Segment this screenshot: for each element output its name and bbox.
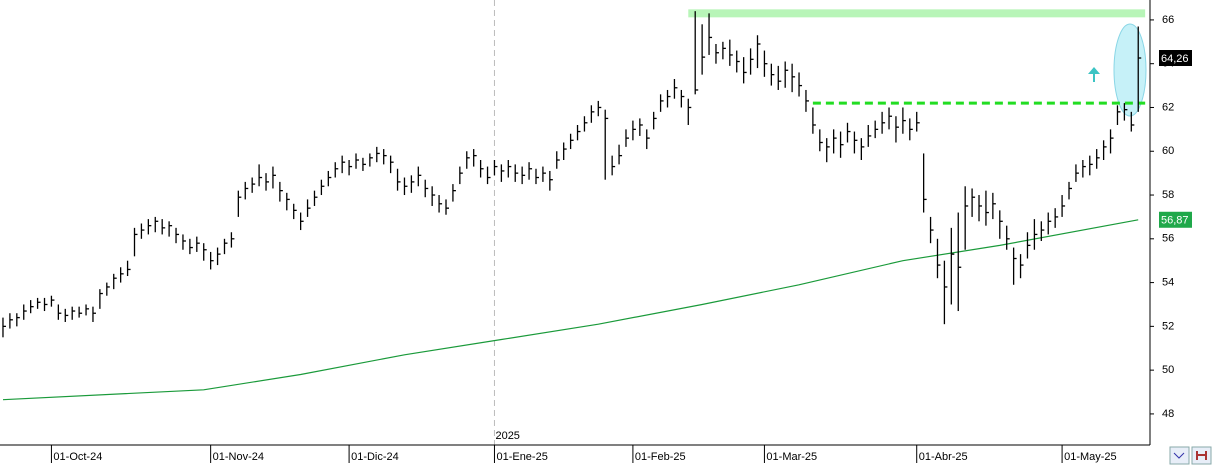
x-tick-label: 01-Ene-25: [496, 451, 547, 463]
x-tick-label: 01-May-25: [1064, 451, 1117, 463]
y-tick-label: 58: [1162, 189, 1174, 201]
data-layer: [2, 11, 1146, 401]
y-tick-label: 66: [1162, 14, 1174, 26]
up-arrow: [1088, 67, 1100, 82]
y-tick-label: 50: [1162, 364, 1174, 376]
x-tick-label: 01-Mar-25: [766, 451, 817, 463]
x-tick-label: 01-Dic-24: [351, 451, 399, 463]
x-tick-label: 01-Oct-24: [53, 451, 102, 463]
x-tick-label: 01-Abr-25: [919, 451, 968, 463]
button-icon: [1173, 452, 1185, 459]
moving-average-line: [2, 219, 1139, 401]
x-tick-label: 01-Feb-25: [635, 451, 686, 463]
y-tick-label: 52: [1162, 320, 1174, 332]
y-tick-label: 56: [1162, 233, 1174, 245]
y-tick-label: 48: [1162, 408, 1174, 420]
y-tick-label: 60: [1162, 145, 1174, 157]
price-tag: [1159, 211, 1192, 228]
price-tag: [1159, 50, 1192, 67]
y-tick-label: 62: [1162, 101, 1174, 113]
price-tag-label: 64,26: [1161, 53, 1189, 65]
year-label: 2025: [495, 430, 519, 442]
resistance-band: [688, 9, 1146, 18]
button-icon: [1196, 451, 1207, 460]
y-tick-label: 54: [1162, 276, 1174, 288]
scroll-button[interactable]: [1169, 446, 1190, 465]
x-tick-label: 01-Nov-24: [213, 451, 264, 463]
price-tag-label: 56,87: [1161, 215, 1189, 227]
background-layer: [493, 0, 1146, 445]
